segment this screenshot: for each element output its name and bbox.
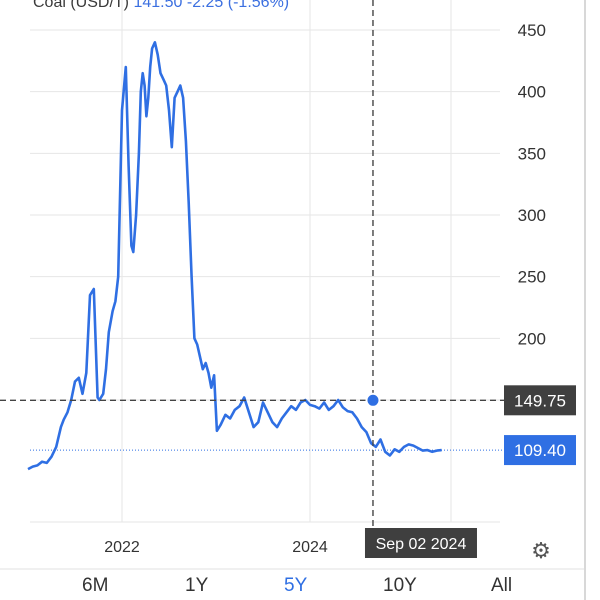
tab-10y[interactable]: 10Y <box>383 575 417 597</box>
last-price-label: 109.40 <box>514 441 566 460</box>
crosshair-point <box>366 394 379 407</box>
y-tick-label: 350 <box>518 144 546 163</box>
y-tick-label: 250 <box>518 268 546 287</box>
x-tick-label: 2022 <box>104 539 140 556</box>
y-tick-label: 200 <box>518 329 546 348</box>
tab-1y[interactable]: 1Y <box>185 575 208 597</box>
tab-6m[interactable]: 6M <box>82 575 108 597</box>
gear-icon[interactable]: ⚙ <box>528 538 554 564</box>
symbol-label: Coal (USD/T) <box>33 0 129 11</box>
x-tick-label: 2024 <box>292 539 328 556</box>
price-change: -2.25 (-1.56%) <box>187 0 289 11</box>
price-line <box>28 42 442 469</box>
panel-edge <box>584 0 586 600</box>
y-tick-label: 400 <box>518 83 546 102</box>
range-tabs: 6M 1Y 5Y 10Y All <box>0 568 585 600</box>
y-tick-label: 450 <box>518 21 546 40</box>
price-value: 141.50 <box>133 0 182 11</box>
crosshair-date-label: Sep 02 2024 <box>376 536 467 553</box>
chart-header: Coal (USD/T) 141.50 -2.25 (-1.56%) <box>33 0 289 12</box>
tab-all[interactable]: All <box>491 575 512 597</box>
tab-5y[interactable]: 5Y <box>284 575 307 597</box>
crosshair-value-label: 149.75 <box>514 391 566 410</box>
y-tick-label: 300 <box>518 206 546 225</box>
